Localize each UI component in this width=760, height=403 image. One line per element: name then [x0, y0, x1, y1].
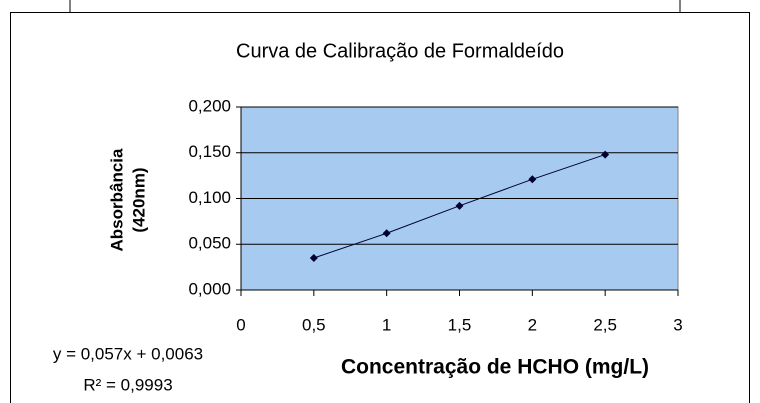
x-tick-label: 0,5: [302, 315, 326, 334]
x-axis-label: Concentração de HCHO (mg/L): [341, 356, 649, 379]
y-tick-label: 0,200: [188, 96, 231, 115]
x-tick-label: 1: [382, 315, 391, 334]
y-tick-label: 0,100: [188, 188, 231, 207]
y-tick-label: 0,000: [188, 279, 231, 298]
x-tick-label: 2,5: [593, 315, 617, 334]
x-tick-label: 1,5: [448, 315, 472, 334]
r-squared: R² = 0,9993: [83, 375, 172, 394]
chart: Curva de Calibração de Formaldeído Conce…: [0, 0, 760, 403]
equation: y = 0,057x + 0,0063: [53, 344, 203, 363]
y-tick-label: 0,050: [188, 234, 231, 253]
y-axis-label: Absorbância: [107, 148, 126, 252]
y-axis-label: (420nm): [129, 167, 148, 232]
x-tick-label: 0: [236, 315, 245, 334]
x-tick-label: 3: [673, 315, 682, 334]
y-tick-label: 0,150: [188, 142, 231, 161]
chart-title: Curva de Calibração de Formaldeído: [236, 40, 564, 62]
x-tick-label: 2: [528, 315, 537, 334]
